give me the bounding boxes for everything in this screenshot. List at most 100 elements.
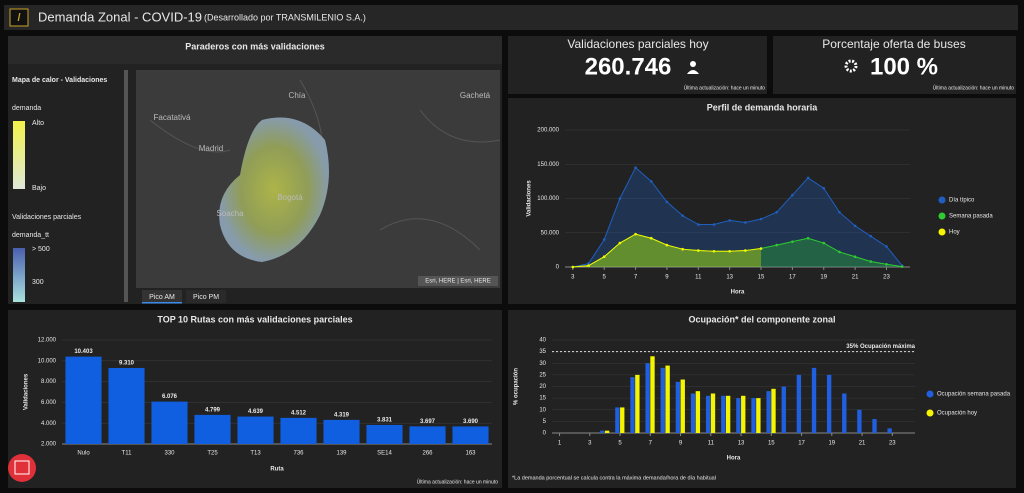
chart-panel	[508, 310, 1016, 488]
point	[587, 264, 590, 267]
value-label: 9.310	[119, 361, 135, 367]
bar	[151, 401, 188, 444]
bar	[280, 417, 317, 444]
attribution: Esri, HERE | Esri, HERE	[425, 279, 491, 285]
legend-swatch	[938, 196, 946, 204]
point	[571, 265, 575, 269]
map-roads	[149, 79, 501, 251]
header-subtitle: (Desarrollado por TRANSMILENIO S.A.)	[204, 12, 366, 22]
legend-label: Día típico	[949, 198, 975, 204]
bar	[690, 393, 696, 433]
bar	[600, 430, 605, 433]
x-tick-label: 23	[889, 441, 896, 447]
heat-high: Alto	[32, 120, 44, 127]
x-tick-label: 5	[618, 441, 622, 447]
y-tick-label: 25	[539, 372, 546, 378]
header-title: Demanda Zonal - COVID-19	[38, 9, 202, 24]
point	[806, 176, 810, 180]
indicator-title: Porcentaje oferta de buses	[822, 37, 965, 51]
chart-note: *La demanda porcentual se calcula contra…	[512, 475, 716, 481]
bar	[635, 374, 640, 433]
x-tick-label: 17	[798, 441, 805, 447]
x-tick-label: 9	[665, 275, 669, 281]
bar	[237, 416, 274, 444]
bar	[725, 395, 731, 433]
chart-title: Ocupación* del componente zonal	[688, 314, 835, 324]
bar	[660, 367, 665, 433]
bar	[366, 424, 403, 444]
pdf-button[interactable]	[8, 454, 36, 482]
x-tick-label: 1	[558, 441, 562, 447]
point	[869, 234, 873, 238]
x-tick-label: SE14	[377, 451, 392, 457]
x-tick-label: 19	[820, 275, 827, 281]
indicator-title: Validaciones parciales hoy	[567, 37, 708, 51]
x-tick-label: 11	[708, 441, 715, 447]
bar	[710, 393, 716, 433]
points-high: > 500	[32, 246, 50, 253]
pdf-icon	[14, 460, 30, 475]
point	[696, 249, 700, 252]
map-title-bar	[8, 36, 502, 64]
y-tick-label: 0	[543, 431, 547, 437]
bar	[680, 379, 685, 433]
y-tick-label: 8.000	[41, 379, 57, 385]
y-tick-label: 10	[539, 407, 546, 413]
bar	[756, 398, 761, 433]
tab[interactable]	[142, 290, 182, 303]
x-axis-label: Hora	[731, 290, 745, 296]
y-tick-label: 0	[556, 265, 560, 271]
bar	[604, 430, 610, 433]
value-label: 4.799	[205, 407, 221, 413]
point	[900, 265, 904, 268]
point	[618, 241, 622, 245]
point	[728, 219, 731, 222]
point	[634, 166, 637, 169]
chart-title: Perfil de demanda horaria	[707, 102, 819, 112]
x-axis-label: Hora	[727, 456, 741, 462]
x-tick-label: 15	[758, 275, 765, 281]
x-tick-label: 19	[828, 441, 835, 447]
bar	[766, 391, 771, 433]
indicator-value: 260.746	[585, 53, 672, 80]
bar	[675, 381, 681, 433]
place-label: Bogotá	[277, 193, 303, 202]
tab[interactable]	[186, 290, 226, 303]
bar	[323, 419, 360, 444]
x-tick-label: 7	[634, 275, 638, 281]
x-tick-label: 21	[859, 441, 866, 447]
x-tick-label: 736	[293, 451, 304, 457]
x-axis-label: Ruta	[270, 467, 284, 473]
bar	[887, 428, 892, 433]
bar	[645, 363, 650, 433]
x-tick-label: T11	[122, 451, 133, 457]
x-tick-label: 17	[789, 275, 796, 281]
series-line	[572, 166, 903, 268]
indicator-panel	[508, 36, 767, 94]
point	[759, 217, 763, 221]
y-tick-label: 5	[543, 419, 547, 425]
x-tick-label: 13	[738, 441, 745, 447]
point	[869, 260, 873, 263]
point	[696, 223, 700, 226]
value-label: 6.076	[162, 394, 178, 400]
y-tick-label: 100.000	[537, 196, 559, 202]
x-tick-label: 139	[336, 451, 347, 457]
x-tick-label: T25	[207, 451, 218, 457]
indicator-value: 100 %	[870, 53, 938, 80]
y-tick-label: 15	[539, 396, 546, 402]
y-tick-label: 40	[539, 338, 546, 344]
bar	[630, 377, 635, 433]
x-tick-label: 13	[726, 275, 733, 281]
point	[712, 249, 716, 253]
person-icon	[690, 61, 696, 67]
x-tick-label: 163	[465, 451, 476, 457]
point	[665, 243, 669, 247]
y-tick-label: 6.000	[41, 400, 57, 406]
bar	[872, 419, 877, 433]
point	[649, 180, 653, 183]
value-label: 4.512	[291, 410, 307, 416]
tab-label: Pico AM	[149, 294, 175, 301]
bar	[615, 407, 620, 433]
